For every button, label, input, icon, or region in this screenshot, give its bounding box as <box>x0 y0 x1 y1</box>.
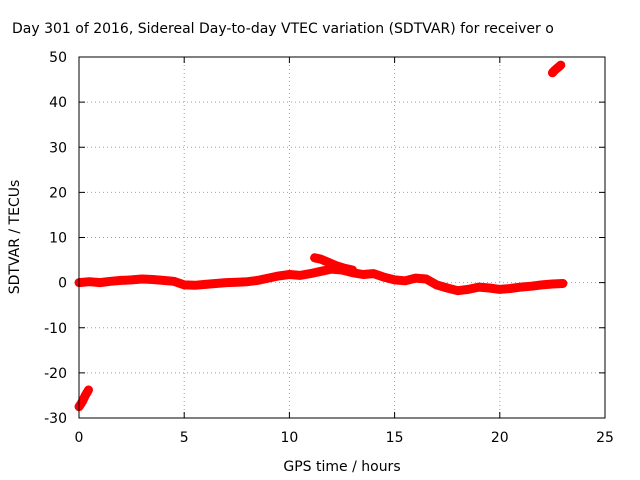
data-point <box>234 279 240 285</box>
data-point <box>381 274 387 280</box>
y-tick-label: 40 <box>49 95 67 111</box>
data-point <box>78 401 84 407</box>
chart-title: Day 301 of 2016, Sidereal Day-to-day VTE… <box>12 21 554 37</box>
data-point <box>87 279 93 285</box>
data-point <box>108 278 114 284</box>
x-tick-label: 10 <box>280 430 298 446</box>
data-point <box>333 262 339 268</box>
data-point <box>244 279 250 285</box>
data-point <box>455 288 461 294</box>
data-point <box>171 278 177 284</box>
data-point <box>360 272 366 278</box>
data-point <box>558 62 564 68</box>
data-point <box>371 271 377 277</box>
data-point <box>202 281 208 287</box>
data-point <box>324 259 330 265</box>
data-point <box>423 276 429 282</box>
data-point <box>286 272 292 278</box>
data-point <box>465 286 471 292</box>
data-point <box>560 281 566 287</box>
data-point <box>129 277 135 283</box>
plot-frame <box>78 56 606 419</box>
data-point <box>476 284 482 290</box>
x-tick-label: 15 <box>386 430 404 446</box>
data-point <box>307 271 313 277</box>
data-point <box>318 268 324 274</box>
data-point <box>539 282 545 288</box>
y-tick-label: 30 <box>49 140 67 156</box>
data-point <box>318 256 324 262</box>
data-point <box>80 397 86 403</box>
data-point <box>528 283 534 289</box>
data-point <box>213 281 219 287</box>
data-point <box>350 267 356 273</box>
data-point <box>192 282 198 288</box>
data-point <box>97 280 103 286</box>
y-tick-label: -30 <box>44 411 67 427</box>
data-point <box>160 277 166 283</box>
data-point <box>341 265 347 271</box>
data-point <box>181 282 187 288</box>
x-tick-label: 25 <box>596 430 614 446</box>
data-point <box>276 273 282 279</box>
y-tick-label: 0 <box>58 276 67 292</box>
axis-ticks: 0 5 10 15 20 25 -30 -20 -10 0 10 20 30 40 50 <box>44 50 614 446</box>
x-tick-label: 0 <box>75 430 84 446</box>
data-point <box>444 285 450 291</box>
y-tick-label: 50 <box>49 50 67 66</box>
x-tick-label: 20 <box>491 430 509 446</box>
data-point <box>486 285 492 291</box>
data-point <box>118 277 124 283</box>
y-axis-label: SDTVAR / TECUs <box>7 180 23 295</box>
data-point <box>85 387 91 393</box>
y-tick-label: -10 <box>44 321 67 337</box>
y-tick-label: -20 <box>44 366 67 382</box>
data-point <box>139 276 145 282</box>
data-point <box>549 281 555 287</box>
x-axis-label: GPS time / hours <box>283 459 400 475</box>
data-point <box>518 284 524 290</box>
data-point <box>150 276 156 282</box>
data-point <box>297 272 303 278</box>
data-point <box>265 275 271 281</box>
data-point <box>392 277 398 283</box>
grid-lines <box>79 57 605 418</box>
data-point <box>402 278 408 284</box>
data-point <box>255 277 261 283</box>
y-tick-label: 10 <box>49 231 67 247</box>
data-point <box>82 392 88 398</box>
data-point <box>497 286 503 292</box>
data-point <box>223 280 229 286</box>
x-tick-label: 5 <box>180 430 189 446</box>
data-point <box>413 275 419 281</box>
data-point <box>507 285 513 291</box>
y-tick-label: 20 <box>49 185 67 201</box>
data-points <box>74 60 568 412</box>
data-point <box>312 255 318 261</box>
data-point <box>434 282 440 288</box>
